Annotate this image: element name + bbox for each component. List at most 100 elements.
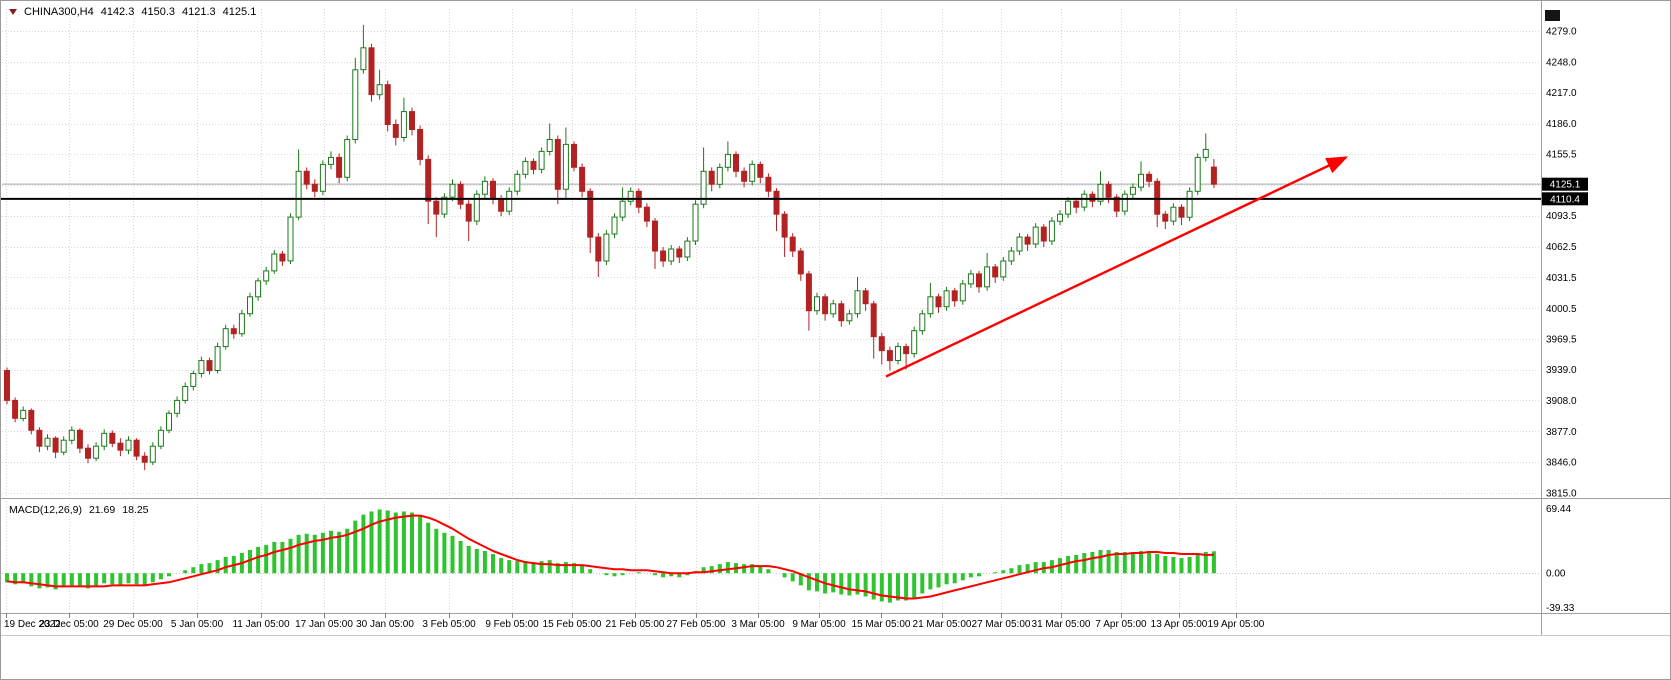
candle-up xyxy=(190,373,197,387)
candle-up xyxy=(149,445,156,463)
candle-down xyxy=(230,328,237,335)
candle-down xyxy=(1105,183,1112,198)
candle-up xyxy=(255,280,262,298)
symbol-marker-icon xyxy=(9,9,17,15)
candle-up xyxy=(44,437,51,447)
candle-down xyxy=(878,336,885,352)
axis-top-marker xyxy=(1545,10,1560,21)
candle-down xyxy=(303,170,310,185)
time-tick-label: 7 Apr 05:00 xyxy=(1095,619,1147,630)
time-tick-label: 9 Feb 05:00 xyxy=(485,619,539,630)
candle-down xyxy=(1073,200,1080,208)
candle-down xyxy=(652,220,658,252)
price-badge-label: 4125.1 xyxy=(1550,180,1581,191)
candle-up xyxy=(360,47,367,71)
price-tick-label: 3815.0 xyxy=(1546,489,1577,500)
price-tick-label: 3908.0 xyxy=(1546,396,1577,407)
candle-down xyxy=(1040,226,1047,242)
candle-up xyxy=(1016,236,1023,252)
candle-down xyxy=(587,190,594,238)
candle-up xyxy=(319,163,326,192)
candle-up xyxy=(271,253,278,272)
time-tick-label: 3 Mar 05:00 xyxy=(731,619,785,630)
candle-down xyxy=(757,163,764,178)
candle-down xyxy=(117,442,124,451)
candle-up xyxy=(716,166,723,185)
candle-up xyxy=(546,139,553,152)
candle-down xyxy=(417,129,424,160)
candle-down xyxy=(85,447,91,459)
candle-down xyxy=(951,290,958,302)
candle-down xyxy=(741,170,748,182)
candle-down xyxy=(141,455,148,463)
candle-up xyxy=(1138,173,1144,188)
candle-down xyxy=(676,248,683,258)
trend-arrow-object[interactable] xyxy=(885,156,1349,378)
price-tick-label: 4031.5 xyxy=(1546,273,1577,284)
candle-up xyxy=(1121,193,1128,212)
candle-up xyxy=(214,346,221,372)
candle-down xyxy=(822,296,829,315)
time-tick-label: 17 Jan 05:00 xyxy=(295,619,353,630)
candle-up xyxy=(60,439,67,453)
candle-down xyxy=(433,200,440,215)
price-tick-label: 4217.0 xyxy=(1546,88,1577,99)
candle-up xyxy=(473,193,480,222)
candle-down xyxy=(36,429,43,447)
candle-down xyxy=(992,266,999,278)
candle-up xyxy=(1048,220,1055,242)
candle-up xyxy=(1032,226,1039,245)
macd-name: MACD(12,26,9) xyxy=(9,504,82,516)
candle-down xyxy=(976,273,982,288)
macd-tick-label: 69.44 xyxy=(1546,504,1571,515)
macd-indicator-label: MACD(12,26,9) 21.69 18.25 xyxy=(9,504,149,516)
candle-up xyxy=(724,153,731,168)
candle-up xyxy=(287,216,294,262)
candle-up xyxy=(481,180,488,195)
time-tick-label: 30 Jan 05:00 xyxy=(356,619,414,630)
candle-up xyxy=(627,190,634,202)
price-tick-label: 4279.0 xyxy=(1546,26,1577,37)
candle-up xyxy=(1008,250,1015,262)
candle-down xyxy=(498,198,505,212)
price-tick-label: 4000.5 xyxy=(1546,304,1577,315)
candle-down xyxy=(1178,206,1185,218)
time-tick-label: 31 Mar 05:00 xyxy=(1032,619,1091,630)
price-tick-label: 3846.0 xyxy=(1546,458,1577,469)
time-tick-label: 9 Mar 05:00 xyxy=(792,619,846,630)
candle-down xyxy=(903,346,910,355)
price-tick-label: 3939.0 xyxy=(1546,365,1577,376)
candle-down xyxy=(28,409,35,431)
candle-up xyxy=(927,296,934,315)
candle-down xyxy=(554,139,561,190)
candle-up xyxy=(449,183,456,198)
quote-high: 4150.3 xyxy=(141,6,176,18)
candle-up xyxy=(166,412,172,431)
candle-up xyxy=(814,296,820,312)
macd-signal-line xyxy=(6,514,1214,600)
time-tick-label: 15 Mar 05:00 xyxy=(852,619,911,630)
candle-down xyxy=(1154,180,1161,215)
price-tick-label: 3877.0 xyxy=(1546,427,1577,438)
candle-down xyxy=(465,203,472,222)
candle-down xyxy=(457,183,464,205)
candle-down xyxy=(862,290,869,305)
price-tick-label: 4062.5 xyxy=(1546,242,1577,253)
symbol-name: CHINA300,H4 xyxy=(24,6,94,18)
price-axis[interactable]: 4279.0 4248.0 4217.0 4186.0 4155.5 4093.5 4062… xyxy=(1542,10,1588,614)
price-tick-label: 4186.0 xyxy=(1546,119,1577,130)
candle-down xyxy=(797,250,804,275)
candle-down xyxy=(1162,213,1169,222)
candle-up xyxy=(157,429,164,447)
candle-up xyxy=(222,328,229,348)
time-tick-label: 23 Dec 05:00 xyxy=(39,619,99,630)
candle-up xyxy=(1097,183,1104,202)
candle-up xyxy=(668,248,675,262)
candle-up xyxy=(514,173,521,192)
candle-down xyxy=(206,360,213,372)
price-badge xyxy=(1542,177,1588,191)
candle-down xyxy=(52,437,59,453)
candle-up xyxy=(20,409,27,419)
